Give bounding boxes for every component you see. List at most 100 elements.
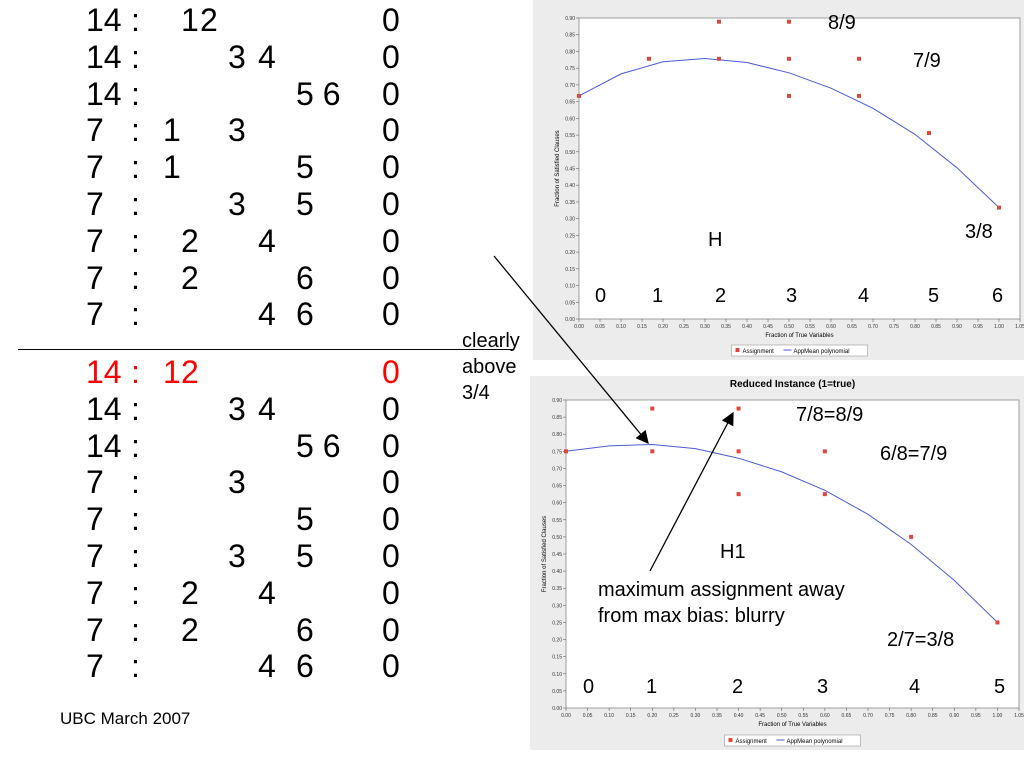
x-tick-label: 1.00	[994, 324, 1004, 330]
annotation-3-8: 3/8	[965, 221, 993, 243]
y-tick-label: 0.65	[565, 100, 575, 106]
x-tick-label: 0.65	[847, 324, 857, 330]
cell-c6: 5	[296, 149, 314, 186]
index-6: 6	[992, 285, 1004, 307]
table-row: 7: 2 4 0	[0, 223, 470, 259]
cell-c1: 1	[163, 149, 181, 186]
cell-w: 7	[86, 112, 104, 149]
assignment-point	[909, 534, 914, 539]
cell-colon: :	[131, 501, 140, 538]
x-tick-label: 0.15	[626, 713, 636, 719]
cell-colon: :	[131, 112, 140, 149]
x-tick-label: 0.00	[574, 324, 584, 330]
note-max-assignment: maximum assignment away from max bias: b…	[598, 579, 845, 627]
annotation-7-8-8-9: 7/8=8/9	[796, 404, 864, 426]
cell-c2: 1	[181, 2, 199, 38]
cell-c6: 5	[296, 501, 314, 538]
cell-z: 0	[382, 427, 400, 464]
cell-c6: 5 6	[296, 75, 341, 112]
y-tick-label: 0.30	[565, 217, 575, 223]
x-tick-label: 0.55	[805, 324, 815, 330]
plot-area	[578, 17, 1021, 320]
x-tick-label: 0.90	[949, 713, 959, 719]
chart-bottom-svg: Reduced Instance (1=true) 0.00 0.05 0.10 0.1…	[542, 379, 1024, 747]
x-tick-label: 0.25	[679, 324, 689, 330]
chart-top-svg: 0.00 0.05 0.10 0.15 0.20 0.25 0.30 0.35 0.40 0.45…	[555, 16, 1024, 357]
cell-colon: :	[131, 186, 140, 222]
cell-z: 0	[382, 648, 400, 685]
assignment-point	[736, 449, 741, 454]
index-1: 1	[652, 285, 664, 307]
x-tick-label: 0.75	[889, 324, 899, 330]
y-tick-label: 0.80	[565, 49, 575, 55]
x-tick-label: 0.40	[734, 713, 744, 719]
y-tick-label: 0.90	[552, 398, 562, 404]
cell-c2: 2	[181, 574, 199, 611]
cell-c6: 5	[296, 538, 314, 574]
assignment-point	[716, 56, 721, 61]
cell-z: 0	[382, 574, 400, 611]
index-3: 3	[817, 676, 829, 698]
cell-w: 7	[86, 574, 104, 611]
y-tick-label: 0.75	[565, 66, 575, 72]
cell-c5: 4	[258, 38, 276, 75]
assignment-point	[736, 492, 741, 497]
cell-colon: :	[131, 648, 140, 685]
assignment-point	[787, 56, 791, 61]
legend	[731, 344, 868, 357]
y-tick-label: 0.15	[565, 267, 575, 273]
cell-colon: :	[131, 222, 140, 259]
index-3: 3	[786, 285, 798, 307]
cell-colon: :	[131, 38, 140, 75]
index-1: 1	[646, 676, 658, 698]
table-row: 14: 3 4 0	[0, 391, 470, 427]
cell-c2: 2	[181, 354, 199, 390]
cell-w: 14	[86, 427, 122, 464]
legend-swatch-assignment	[728, 738, 733, 742]
cell-z: 0	[382, 112, 400, 149]
assignment-point	[857, 93, 862, 98]
cell-z: 0	[382, 149, 400, 186]
x-axis-label: Fraction of True Variables	[765, 333, 833, 339]
x-tick-label: 0.35	[721, 324, 731, 330]
x-tick-label: 0.20	[658, 324, 668, 330]
cell-w: 14	[86, 2, 122, 38]
x-tick-label: 0.45	[755, 713, 765, 719]
legend-label-curve: AppMean polynomial	[794, 349, 850, 355]
x-tick-label: 0.45	[763, 324, 773, 330]
cell-c2: 2	[181, 222, 199, 259]
y-tick-label: 0.20	[565, 250, 575, 256]
assignment-point	[857, 56, 862, 61]
cell-z: 0	[382, 611, 400, 648]
table-row: 7:1 5 0	[0, 149, 470, 185]
index-5: 5	[994, 676, 1006, 698]
footer-text: UBC March 2007	[60, 709, 191, 728]
x-axis-label: Fraction of True Variables	[758, 722, 826, 728]
table-row: 14: 3 4 0	[0, 39, 470, 75]
x-tick-label: 0.70	[863, 713, 873, 719]
cell-colon: :	[131, 296, 140, 333]
x-tick-label: 1.05	[1015, 324, 1024, 330]
plot-area	[565, 399, 1020, 709]
cell-colon: :	[131, 149, 140, 186]
y-tick-label: 0.35	[552, 586, 562, 592]
cell-w: 14	[86, 354, 122, 390]
cell-c5: 4	[258, 390, 276, 427]
cell-colon: :	[131, 464, 140, 501]
x-tick-label: 0.30	[700, 324, 710, 330]
y-tick-label: 0.75	[552, 449, 562, 455]
cell-c6: 6	[296, 296, 314, 333]
x-tick-label: 0.05	[583, 713, 593, 719]
annotation-7-9: 7/9	[913, 50, 941, 72]
cell-w: 14	[86, 75, 122, 112]
cell-c3: 2	[200, 2, 218, 38]
note-clearly-above: clearly above 3/4	[462, 330, 520, 404]
x-tick-label: 0.15	[637, 324, 647, 330]
assignment-point	[647, 56, 652, 61]
assignment-point	[787, 19, 791, 24]
y-tick-label: 0.10	[565, 284, 575, 290]
assignment-point	[995, 620, 1000, 625]
table-row: 7: 2 6 0	[0, 612, 470, 648]
cell-w: 7	[86, 538, 104, 574]
y-tick-label: 0.70	[552, 466, 562, 472]
